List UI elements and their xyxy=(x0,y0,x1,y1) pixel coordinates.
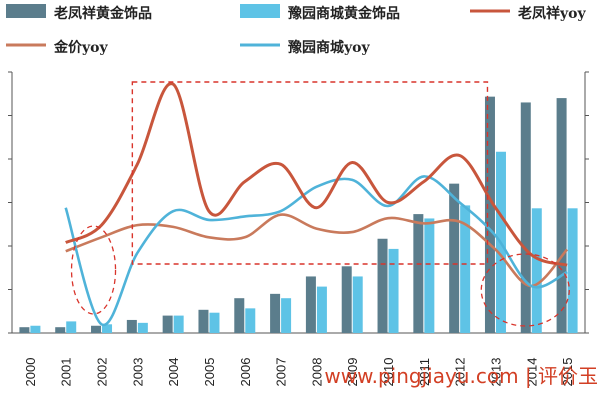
bar-laofengxiang-2003 xyxy=(126,319,137,333)
bar-yuyuan-2000 xyxy=(30,325,41,333)
bar-laofengxiang-2004 xyxy=(162,315,173,333)
x-tick-label: 2013 xyxy=(488,358,503,387)
x-tick-label: 2007 xyxy=(274,358,289,387)
bar-yuyuan-2007 xyxy=(281,298,292,333)
lines xyxy=(64,82,569,326)
bar-laofengxiang-2005 xyxy=(198,309,209,333)
x-tick-label: 2006 xyxy=(238,358,253,387)
x-tick-label: 2002 xyxy=(95,358,110,387)
x-tick-label: 2000 xyxy=(23,358,38,387)
x-tick-label: 2004 xyxy=(166,358,181,387)
bar-yuyuan-2004 xyxy=(173,315,184,333)
highlight-dashed-box xyxy=(131,81,489,265)
bar-yuyuan-2008 xyxy=(316,286,327,333)
x-tick-label: 2003 xyxy=(130,358,145,387)
highlight-circle-2014 xyxy=(480,253,570,327)
bar-yuyuan-2009 xyxy=(352,276,363,333)
bar-laofengxiang-2012 xyxy=(449,183,460,333)
bar-laofengxiang-2011 xyxy=(413,214,424,333)
legend-label: 金价yoy xyxy=(53,39,108,56)
legend-swatch xyxy=(6,4,46,18)
bar-laofengxiang-2000 xyxy=(19,327,30,333)
x-tick-label: 2010 xyxy=(381,358,396,387)
legend-label: 豫园商城yoy xyxy=(288,39,370,56)
x-tick-label: 2015 xyxy=(560,358,575,387)
bar-laofengxiang-2001 xyxy=(55,327,66,333)
bars xyxy=(19,96,578,334)
bar-laofengxiang-2009 xyxy=(341,266,352,333)
bar-laofengxiang-2006 xyxy=(234,298,245,333)
x-tick-labels: 2000 2001 2002 2003 2004 2005 2006 2007 2008 2009… xyxy=(23,358,575,387)
x-tick-label: 2011 xyxy=(417,358,432,386)
bar-yuyuan-2012 xyxy=(460,205,471,333)
x-tick-label: 2012 xyxy=(453,358,468,387)
bar-yuyuan-2015 xyxy=(567,208,578,333)
watermark: www.pingjiayu.com | 评价玉 xyxy=(324,364,598,388)
bar-yuyuan-2003 xyxy=(137,322,148,333)
bar-yuyuan-2010 xyxy=(388,248,399,333)
line-gold-price-yoy xyxy=(65,213,569,288)
legend-label: 老凤祥黄金饰品 xyxy=(54,5,152,22)
legend: 老凤祥黄金饰品 豫园商城黄金饰品 老凤祥yoy 金价yoy 豫园商城yoy xyxy=(6,4,586,56)
bar-laofengxiang-2010 xyxy=(377,238,388,333)
legend-swatch xyxy=(240,4,280,18)
line-laofengxiang-yoy xyxy=(65,82,568,267)
bar-laofengxiang-2014 xyxy=(520,102,531,333)
bar-laofengxiang-2007 xyxy=(270,293,281,333)
bar-laofengxiang-2008 xyxy=(305,276,316,333)
x-tick-label: 2001 xyxy=(59,358,74,387)
x-tick-label: 2009 xyxy=(345,358,360,387)
bar-yuyuan-2005 xyxy=(209,312,220,333)
legend-label: 老凤祥yoy xyxy=(518,5,586,22)
legend-label: 豫园商城黄金饰品 xyxy=(288,5,400,22)
bar-yuyuan-2002 xyxy=(102,324,113,333)
line-yuyuan-yoy xyxy=(64,175,568,326)
x-tick-label: 2005 xyxy=(202,358,217,387)
bar-yuyuan-2014 xyxy=(531,208,542,333)
annotations xyxy=(70,81,570,327)
bar-yuyuan-2006 xyxy=(245,308,256,333)
x-tick-label: 2014 xyxy=(524,358,539,387)
bar-laofengxiang-2013 xyxy=(484,96,495,334)
bar-laofengxiang-2015 xyxy=(556,98,567,333)
bar-yuyuan-2001 xyxy=(66,321,77,333)
x-tick-label: 2008 xyxy=(309,358,324,387)
bar-laofengxiang-2002 xyxy=(91,325,102,333)
bar-yuyuan-2011 xyxy=(424,218,435,333)
highlight-circle-2002 xyxy=(70,225,117,315)
